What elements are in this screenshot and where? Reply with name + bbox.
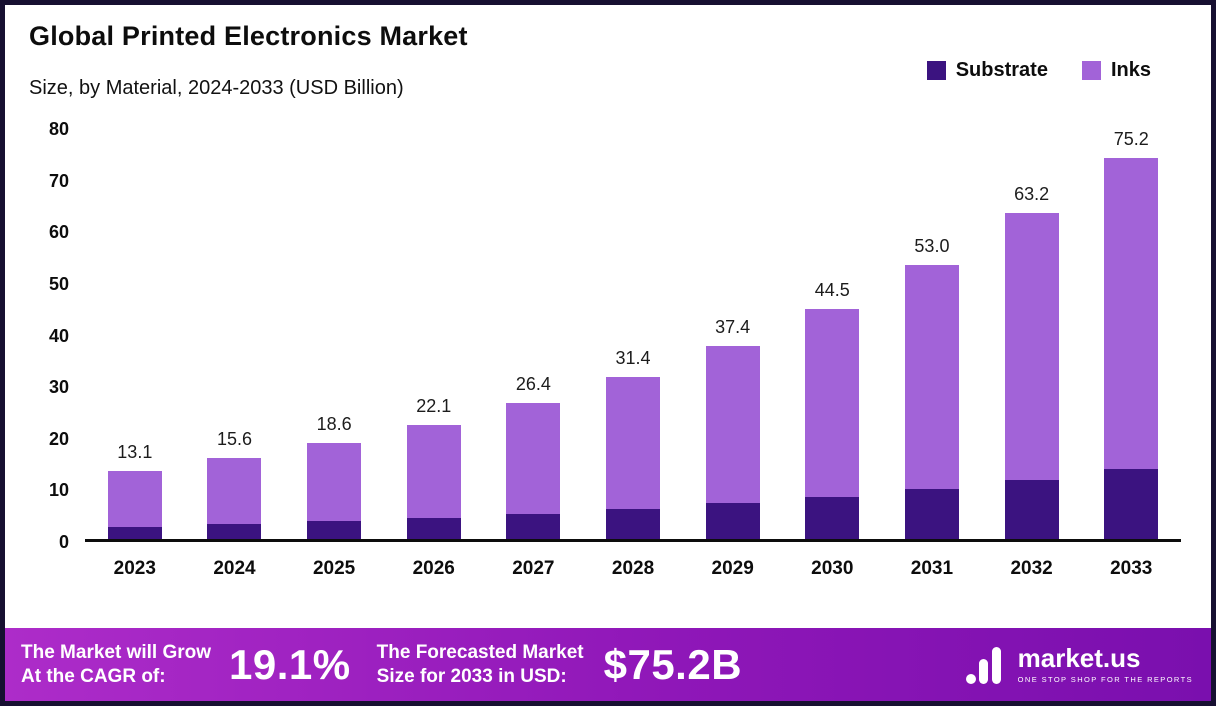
legend-label: Substrate — [955, 59, 1048, 81]
plot-area: 13.1 15.6 18.6 22.1 26.4 31.4 37.4 44.5 53.0 63.2… — [85, 129, 1181, 542]
bar-group-2028: 31.4 — [583, 129, 683, 539]
bar-segment-substrate-2025 — [307, 521, 362, 539]
x-axis-label-2030: 2030 — [811, 558, 854, 579]
bar-segment-inks-2026 — [406, 424, 461, 519]
bar-segment-inks-2024 — [207, 458, 262, 525]
bar-group-2032: 63.2 — [982, 129, 1082, 539]
cagr-value: 19.1% — [229, 640, 351, 688]
bar-segment-substrate-2026 — [406, 518, 461, 539]
y-tick-label: 50 — [48, 273, 69, 294]
brand-logo: market.us ONE STOP SHOP FOR THE REPORTS — [964, 643, 1193, 687]
bar-total-label: 13.1 — [117, 442, 153, 463]
bar-total-label: 18.6 — [316, 413, 352, 434]
bar-group-2025: 18.6 — [284, 129, 384, 539]
y-tick-label: 30 — [48, 377, 69, 398]
x-axis-label-2026: 2026 — [412, 558, 455, 579]
bar-total-label: 26.4 — [515, 373, 551, 394]
y-axis: 0 10 20 30 40 50 60 70 80 — [5, 119, 85, 552]
x-axis-label-2029: 2029 — [711, 558, 754, 579]
x-axis-label-2031: 2031 — [910, 558, 954, 579]
bar-segment-inks-2031 — [904, 265, 959, 490]
x-axis-label-2032: 2032 — [1010, 558, 1053, 579]
y-tick-label: 40 — [48, 325, 69, 346]
chart-subtitle: Size, by Material, 2024-2033 (USD Billio… — [29, 77, 404, 99]
bar-total-label: 31.4 — [615, 347, 651, 368]
bar-segment-substrate-2029 — [705, 503, 760, 539]
bar-group-2026: 22.1 — [384, 129, 484, 539]
bar-segment-substrate-2033 — [1104, 468, 1159, 539]
bar-group-2031: 53.0 — [882, 129, 982, 539]
x-axis-label-2024: 2024 — [213, 558, 256, 579]
bar-segment-inks-2029 — [705, 345, 760, 504]
bar-total-label: 22.1 — [416, 395, 452, 416]
inks-swatch-icon — [1081, 61, 1101, 80]
bar-segment-inks-2028 — [606, 376, 661, 510]
legend-label: Inks — [1110, 59, 1151, 81]
brand-name: market.us — [1017, 643, 1141, 673]
bar-total-label: 44.5 — [814, 280, 850, 301]
cagr-label: The Market will Grow At the CAGR of: — [21, 641, 212, 687]
legend-item-substrate: Substrate — [926, 59, 1048, 82]
x-axis-label-2027: 2027 — [512, 558, 555, 579]
forecast-label: The Forecasted Market Size for 2033 in U… — [376, 641, 584, 687]
bar-segment-substrate-2028 — [606, 509, 661, 539]
bar-segment-inks-2032 — [1004, 212, 1059, 481]
bar-segment-inks-2023 — [107, 471, 162, 528]
bar-group-2029: 37.4 — [683, 129, 783, 539]
x-axis-label-2028: 2028 — [611, 558, 655, 579]
bar-total-label: 63.2 — [1014, 183, 1050, 204]
y-tick-label: 0 — [58, 532, 69, 552]
substrate-swatch-icon — [926, 61, 946, 80]
bar-segment-substrate-2031 — [904, 489, 959, 539]
bar-segment-substrate-2032 — [1004, 480, 1059, 539]
bar-segment-inks-2027 — [506, 402, 561, 515]
bar-group-2027: 26.4 — [484, 129, 584, 539]
legend-item-inks: Inks — [1081, 59, 1151, 82]
footer-banner: The Market will Grow At the CAGR of: 19.… — [5, 628, 1211, 701]
bar-total-label: 75.2 — [1113, 129, 1149, 149]
bar-segment-inks-2025 — [307, 442, 362, 522]
bar-segment-substrate-2023 — [107, 527, 162, 539]
bar-segment-substrate-2030 — [805, 497, 860, 539]
y-tick-label: 60 — [48, 222, 69, 243]
legend: Substrate Inks — [926, 59, 1151, 82]
forecast-value: $75.2B — [603, 640, 743, 688]
bar-segment-substrate-2027 — [506, 514, 561, 539]
marketus-logo-icon — [965, 646, 1001, 684]
chart-header: Global Printed Electronics Market Size, … — [5, 5, 1211, 129]
bar-group-2023: 13.1 — [85, 129, 185, 539]
bar-group-2024: 15.6 — [185, 129, 285, 539]
bar-segment-substrate-2024 — [207, 524, 262, 539]
bar-segment-inks-2030 — [805, 309, 860, 498]
y-tick-label: 20 — [48, 428, 69, 449]
brand-tagline: ONE STOP SHOP FOR THE REPORTS — [1017, 675, 1193, 684]
x-axis-label-2023: 2023 — [113, 558, 156, 579]
x-axis-label-2033: 2033 — [1110, 558, 1153, 579]
bar-total-label: 53.0 — [914, 236, 950, 257]
bar-group-2030: 44.5 — [782, 129, 882, 539]
bar-group-2033: 75.2 — [1081, 129, 1181, 539]
chart-area: 0 10 20 30 40 50 60 70 80 13.1 15.6 18.6 22.1 26.4 31… — [5, 119, 1211, 552]
y-tick-label: 10 — [48, 480, 69, 501]
y-tick-label: 80 — [48, 119, 69, 139]
page-title: Global Printed Electronics Market — [29, 21, 468, 51]
x-axis-label-2025: 2025 — [312, 558, 356, 579]
bar-segment-inks-2033 — [1104, 158, 1159, 469]
bar-total-label: 37.4 — [715, 316, 751, 337]
x-axis-labels: 2023 2024 2025 2026 2027 2028 2029 2030 2031 2032… — [85, 558, 1181, 580]
bar-total-label: 15.6 — [216, 429, 252, 450]
y-tick-label: 70 — [48, 170, 69, 191]
